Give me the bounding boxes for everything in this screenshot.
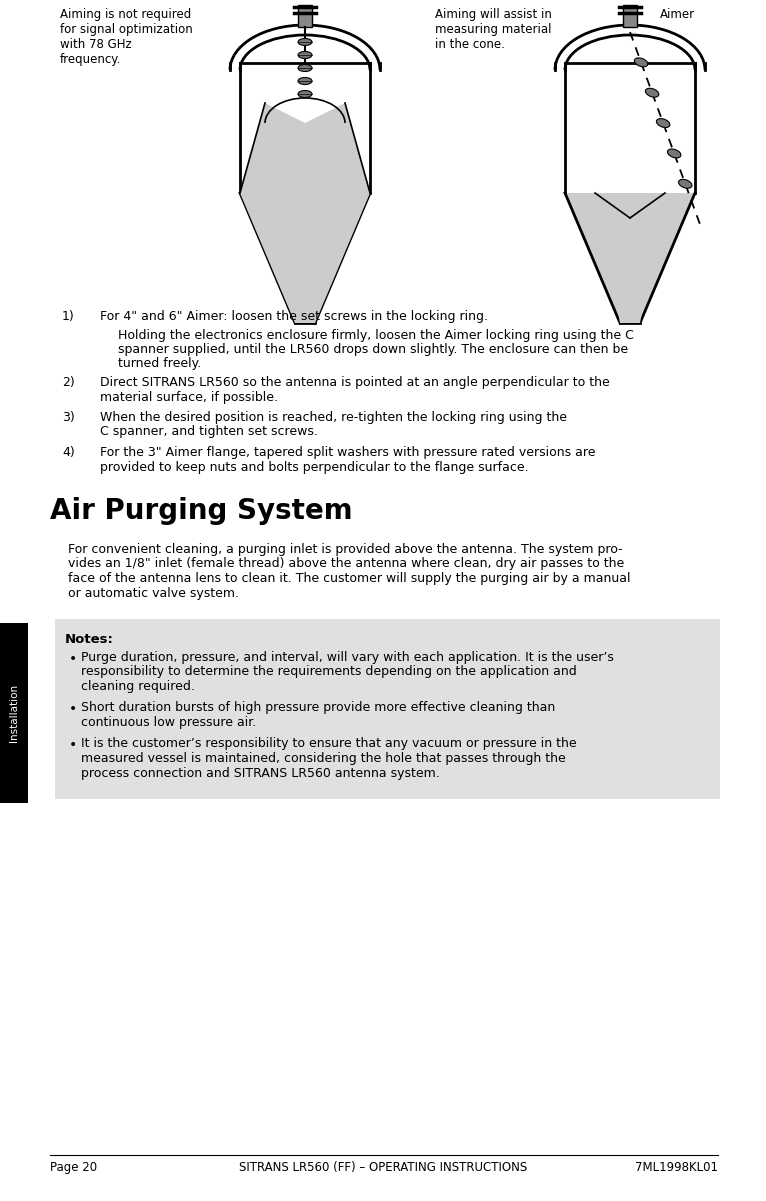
- Text: 7ML1998KL01: 7ML1998KL01: [635, 1161, 718, 1175]
- Bar: [0, 623, 28, 802]
- Text: or automatic valve system.: or automatic valve system.: [68, 586, 239, 599]
- Polygon shape: [240, 103, 370, 323]
- Ellipse shape: [298, 90, 312, 97]
- Ellipse shape: [298, 65, 312, 72]
- Text: Air Purging System: Air Purging System: [50, 497, 352, 525]
- Text: spanner supplied, until the LR560 drops down slightly. The enclosure can then be: spanner supplied, until the LR560 drops …: [118, 343, 628, 355]
- Ellipse shape: [298, 78, 312, 84]
- Text: face of the antenna lens to clean it. The customer will supply the purging air b: face of the antenna lens to clean it. Th…: [68, 572, 630, 585]
- Text: turned freely.: turned freely.: [118, 358, 201, 370]
- Text: Notes:: Notes:: [65, 633, 114, 646]
- Text: For convenient cleaning, a purging inlet is provided above the antenna. The syst: For convenient cleaning, a purging inlet…: [68, 543, 623, 556]
- Text: Page 20: Page 20: [50, 1161, 97, 1175]
- Text: 1): 1): [62, 310, 75, 323]
- Text: responsibility to determine the requirements depending on the application and: responsibility to determine the requirem…: [81, 665, 577, 679]
- Text: Direct SITRANS LR560 so the antenna is pointed at an angle perpendicular to the: Direct SITRANS LR560 so the antenna is p…: [100, 376, 610, 389]
- Ellipse shape: [667, 149, 681, 157]
- Ellipse shape: [646, 88, 659, 97]
- Text: •: •: [69, 703, 77, 717]
- Text: Holding the electronics enclosure firmly, loosen the Aimer locking ring using th: Holding the electronics enclosure firmly…: [118, 329, 634, 341]
- Ellipse shape: [298, 38, 312, 46]
- Text: continuous low pressure air.: continuous low pressure air.: [81, 716, 257, 729]
- Text: material surface, if possible.: material surface, if possible.: [100, 390, 278, 404]
- Text: •: •: [69, 652, 77, 667]
- Text: 3): 3): [62, 411, 75, 424]
- Text: 2): 2): [62, 376, 75, 389]
- Text: SITRANS LR560 (FF) – OPERATING INSTRUCTIONS: SITRANS LR560 (FF) – OPERATING INSTRUCTI…: [239, 1161, 527, 1175]
- Text: measured vessel is maintained, considering the hole that passes through the: measured vessel is maintained, consideri…: [81, 752, 566, 765]
- Text: vides an 1/8" inlet (female thread) above the antenna where clean, dry air passe: vides an 1/8" inlet (female thread) abov…: [68, 557, 624, 570]
- Polygon shape: [595, 193, 665, 323]
- Ellipse shape: [634, 58, 648, 67]
- Bar: [623, 5, 637, 26]
- Text: cleaning required.: cleaning required.: [81, 680, 195, 693]
- Text: Installation: Installation: [9, 683, 19, 742]
- Text: 4): 4): [62, 446, 75, 459]
- Ellipse shape: [656, 119, 670, 127]
- Text: When the desired position is reached, re-tighten the locking ring using the: When the desired position is reached, re…: [100, 411, 567, 424]
- Ellipse shape: [298, 52, 312, 59]
- Text: For the 3" Aimer flange, tapered split washers with pressure rated versions are: For the 3" Aimer flange, tapered split w…: [100, 446, 595, 459]
- Text: Aimer: Aimer: [660, 8, 695, 20]
- Text: •: •: [69, 739, 77, 753]
- Bar: [55, 619, 720, 799]
- Text: Aiming will assist in
measuring material
in the cone.: Aiming will assist in measuring material…: [435, 8, 552, 50]
- Text: Aiming is not required
for signal optimization
with 78 GHz
frequency.: Aiming is not required for signal optimi…: [60, 8, 193, 66]
- Polygon shape: [240, 193, 370, 323]
- Polygon shape: [565, 193, 695, 323]
- Text: provided to keep nuts and bolts perpendicular to the flange surface.: provided to keep nuts and bolts perpendi…: [100, 460, 529, 473]
- Text: It is the customer’s responsibility to ensure that any vacuum or pressure in the: It is the customer’s responsibility to e…: [81, 737, 577, 751]
- Text: Purge duration, pressure, and interval, will vary with each application. It is t: Purge duration, pressure, and interval, …: [81, 651, 614, 664]
- Text: process connection and SITRANS LR560 antenna system.: process connection and SITRANS LR560 ant…: [81, 766, 440, 779]
- Text: For 4" and 6" Aimer: loosen the set screws in the locking ring.: For 4" and 6" Aimer: loosen the set scre…: [100, 310, 488, 323]
- Text: Short duration bursts of high pressure provide more effective cleaning than: Short duration bursts of high pressure p…: [81, 701, 555, 715]
- Bar: [298, 5, 312, 26]
- Text: C spanner, and tighten set screws.: C spanner, and tighten set screws.: [100, 425, 318, 438]
- Ellipse shape: [679, 179, 692, 189]
